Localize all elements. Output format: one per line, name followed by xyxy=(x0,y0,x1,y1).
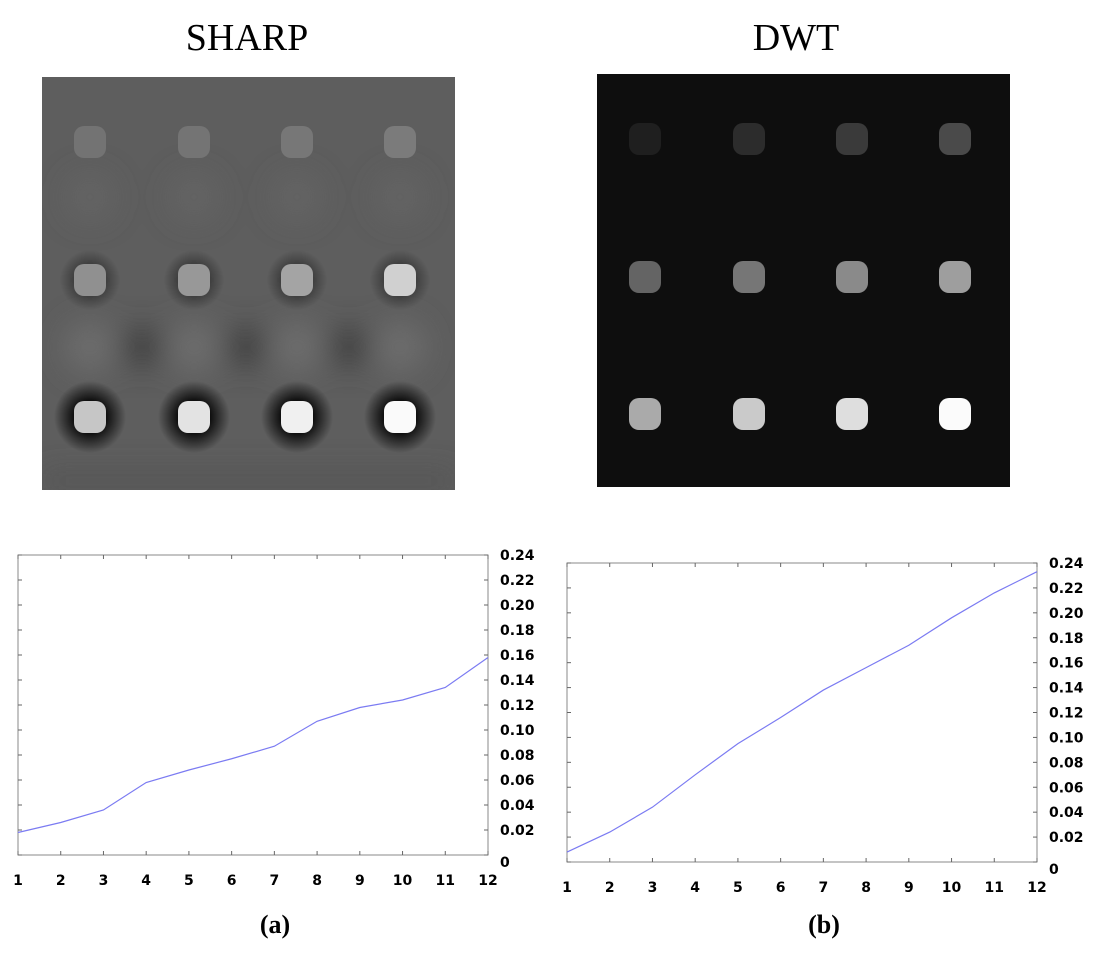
x-tick-label: 2 xyxy=(605,880,615,896)
phantom-disc xyxy=(836,398,868,430)
x-tick-label: 6 xyxy=(227,873,237,889)
y-tick-label: 0.18 xyxy=(1049,631,1084,647)
y-tick-label: 0.24 xyxy=(500,548,535,564)
y-tick-label: 0.14 xyxy=(1049,681,1084,697)
phantom-disc xyxy=(74,264,106,296)
phantom-disc xyxy=(629,398,661,430)
phantom-disc xyxy=(733,398,765,430)
panel-a-title: SHARP xyxy=(185,17,309,59)
panel-b-title: DWT xyxy=(752,17,840,59)
x-tick-label: 11 xyxy=(985,880,1004,896)
x-tick-label: 5 xyxy=(184,873,194,889)
phantom-disc xyxy=(384,264,416,296)
series-line xyxy=(17,657,489,834)
x-tick-label: 10 xyxy=(942,880,962,896)
x-tick-label: 2 xyxy=(56,873,66,889)
phantom-disc xyxy=(629,123,661,155)
x-tick-label: 11 xyxy=(436,873,455,889)
x-tick-label: 8 xyxy=(861,880,871,896)
y-tick-label: 0.20 xyxy=(500,598,535,614)
y-tick-label: 0.24 xyxy=(1049,556,1084,572)
x-tick-label: 9 xyxy=(904,880,914,896)
phantom-disc xyxy=(939,398,971,430)
phantom-disc xyxy=(939,123,971,155)
phantom-disc xyxy=(629,261,661,293)
series-line xyxy=(566,571,1038,853)
x-tick-label: 3 xyxy=(648,880,658,896)
x-tick-label: 4 xyxy=(690,880,700,896)
x-tick-label: 7 xyxy=(818,880,828,896)
phantom-disc xyxy=(733,123,765,155)
x-tick-label: 1 xyxy=(13,873,23,889)
y-tick-label: 0.16 xyxy=(500,648,535,664)
y-tick-label: 0.04 xyxy=(1049,805,1084,821)
y-tick-label: 0.22 xyxy=(1049,581,1084,597)
y-tick-label: 0 xyxy=(500,855,510,871)
phantom-disc xyxy=(74,401,106,433)
y-tick-label: 0.06 xyxy=(500,773,535,789)
x-tick-label: 12 xyxy=(478,873,497,889)
phantom-disc xyxy=(178,401,210,433)
phantom-disc xyxy=(281,401,313,433)
x-tick-label: 6 xyxy=(776,880,786,896)
x-tick-label: 1 xyxy=(562,880,572,896)
panel-a-label: (a) xyxy=(259,910,291,939)
dwt-line-chart: 1 2 3 4 5 6 7 8 9 10 11 1200.020.040.060.080.100.12… xyxy=(562,556,1084,896)
phantom-disc xyxy=(281,126,313,158)
phantom-disc xyxy=(384,401,416,433)
y-tick-label: 0.22 xyxy=(500,573,535,589)
y-tick-label: 0.10 xyxy=(1049,730,1084,746)
plot-frame xyxy=(17,554,489,856)
x-tick-label: 9 xyxy=(355,873,365,889)
sharp-line-chart: 1 2 3 4 5 6 7 8 9 10 11 1200.020.040.060.080.100.12… xyxy=(13,548,535,889)
panel-b-label: (b) xyxy=(808,910,840,939)
y-tick-label: 0.04 xyxy=(500,798,535,814)
x-tick-label: 5 xyxy=(733,880,743,896)
y-tick-label: 0.12 xyxy=(500,698,535,714)
y-tick-label: 0.12 xyxy=(1049,706,1084,722)
x-tick-label: 12 xyxy=(1027,880,1046,896)
phantom-disc xyxy=(178,126,210,158)
dwt-reconstruction-image xyxy=(597,74,1010,487)
phantom-disc xyxy=(384,126,416,158)
y-tick-label: 0.08 xyxy=(1049,755,1084,771)
y-tick-label: 0.06 xyxy=(1049,780,1084,796)
x-tick-label: 7 xyxy=(269,873,279,889)
y-tick-label: 0.20 xyxy=(1049,606,1084,622)
phantom-disc xyxy=(836,123,868,155)
x-tick-label: 4 xyxy=(141,873,151,889)
phantom-disc xyxy=(939,261,971,293)
y-tick-label: 0.16 xyxy=(1049,656,1084,672)
x-tick-label: 10 xyxy=(393,873,413,889)
phantom-disc xyxy=(178,264,210,296)
y-tick-label: 0.14 xyxy=(500,673,535,689)
y-tick-label: 0.02 xyxy=(1049,830,1084,846)
sharp-reconstruction-image xyxy=(42,77,455,490)
y-tick-label: 0.08 xyxy=(500,748,535,764)
y-tick-label: 0.02 xyxy=(500,823,535,839)
y-tick-label: 0 xyxy=(1049,862,1059,878)
y-tick-label: 0.18 xyxy=(500,623,535,639)
y-tick-label: 0.10 xyxy=(500,723,535,739)
x-tick-label: 8 xyxy=(312,873,322,889)
phantom-disc xyxy=(281,264,313,296)
ripple-artifacts xyxy=(42,173,455,490)
x-tick-label: 3 xyxy=(99,873,109,889)
phantom-disc xyxy=(733,261,765,293)
phantom-disc xyxy=(836,261,868,293)
plot-frame xyxy=(566,562,1038,863)
phantom-disc xyxy=(74,126,106,158)
